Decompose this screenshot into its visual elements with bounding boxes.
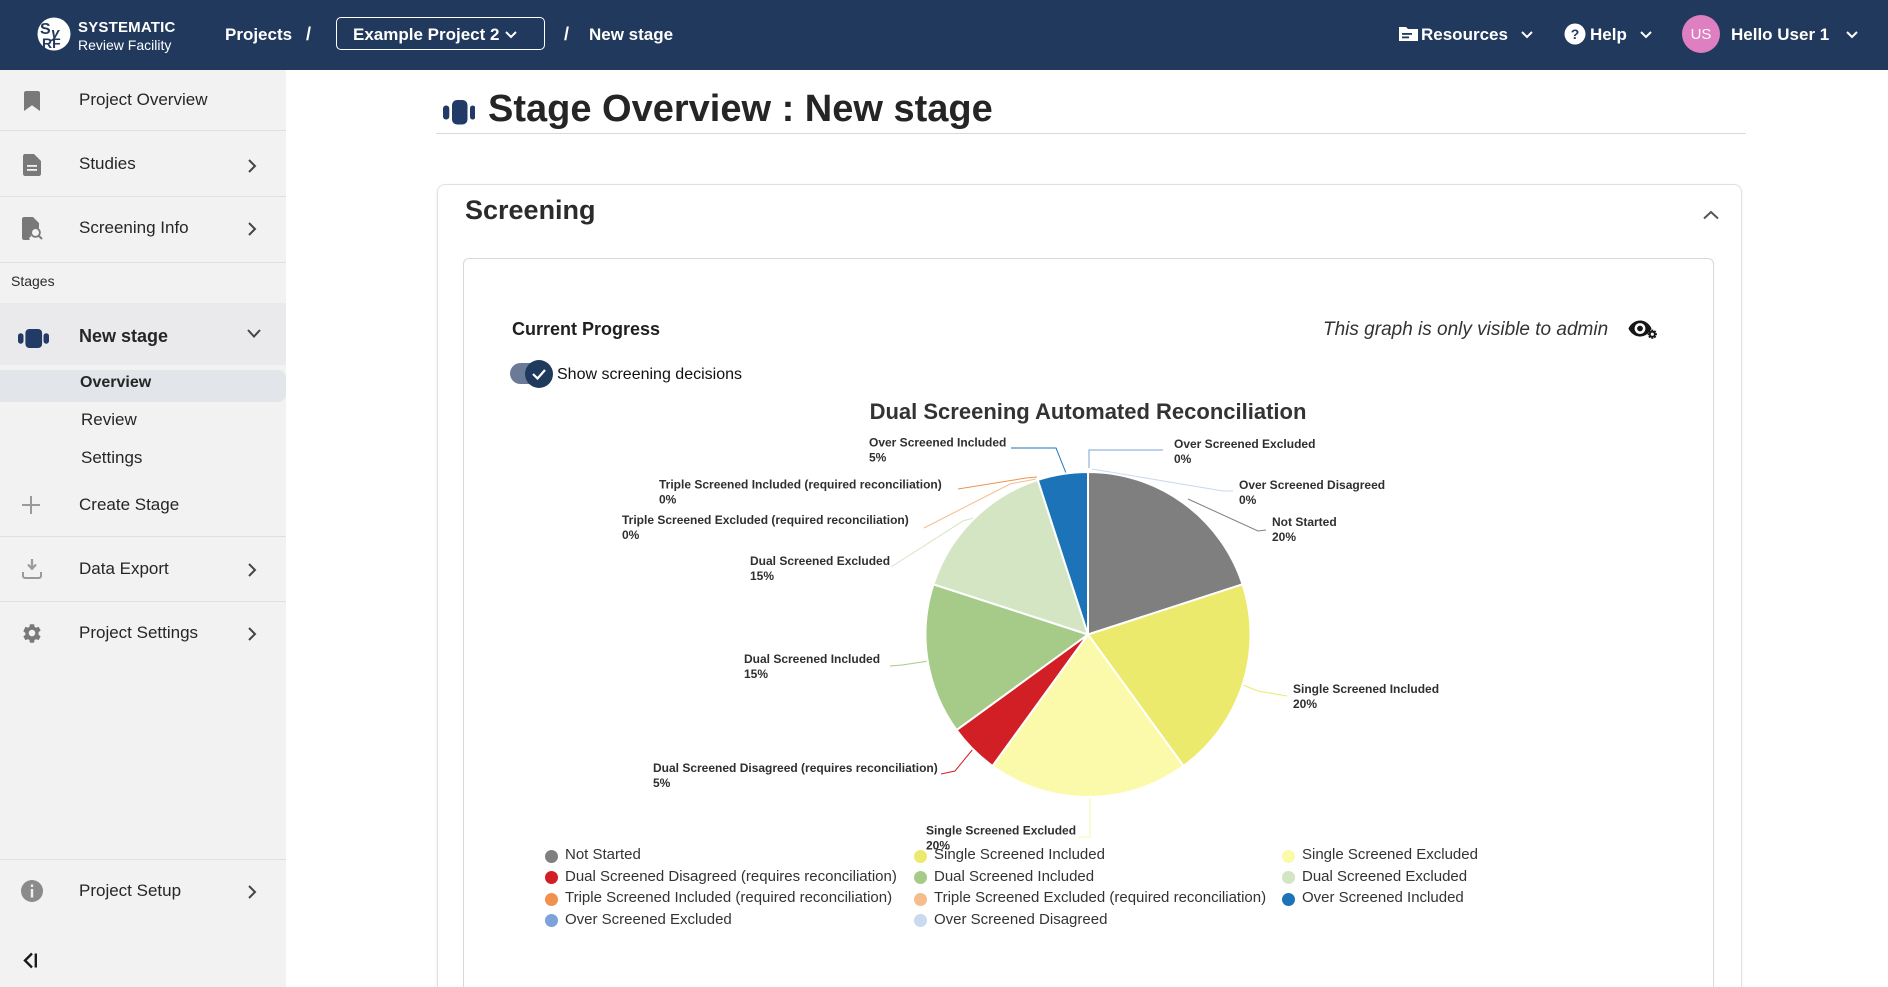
svg-text:Dual Screened Disagreed (requi: Dual Screened Disagreed (requires reconc… [653,761,938,775]
svg-text:0%: 0% [1239,493,1257,507]
svg-text:RF: RF [42,35,61,51]
svg-text:Dual Screening Automated Recon: Dual Screening Automated Reconciliation [870,399,1307,424]
svg-text:20%: 20% [1293,697,1317,711]
svg-text:y: y [50,25,60,42]
svg-text:Over Screened Excluded: Over Screened Excluded [1174,437,1315,451]
svg-text:5%: 5% [653,776,671,790]
svg-text:Triple Screened Included (requ: Triple Screened Included (required recon… [659,478,942,492]
svg-text:Single Screened Included: Single Screened Included [1293,682,1439,696]
svg-text:15%: 15% [750,569,774,583]
svg-text:Single Screened Excluded: Single Screened Excluded [926,824,1076,838]
svg-text:0%: 0% [659,493,677,507]
svg-text:15%: 15% [744,667,768,681]
svg-text:?: ? [1571,26,1580,42]
svg-text:S: S [40,21,51,38]
svg-text:Over Screened Included: Over Screened Included [869,436,1006,450]
svg-text:5%: 5% [869,451,887,465]
svg-text:Over Screened Disagreed: Over Screened Disagreed [1239,478,1385,492]
svg-text:0%: 0% [1174,452,1192,466]
svg-text:Not Started: Not Started [1272,515,1337,529]
svg-text:20%: 20% [926,839,950,853]
svg-text:Triple Screened Excluded (requ: Triple Screened Excluded (required recon… [622,513,909,527]
svg-text:Dual Screened Excluded: Dual Screened Excluded [750,554,890,568]
svg-text:20%: 20% [1272,530,1296,544]
svg-text:Dual Screened Included: Dual Screened Included [744,652,880,666]
svg-text:0%: 0% [622,528,640,542]
